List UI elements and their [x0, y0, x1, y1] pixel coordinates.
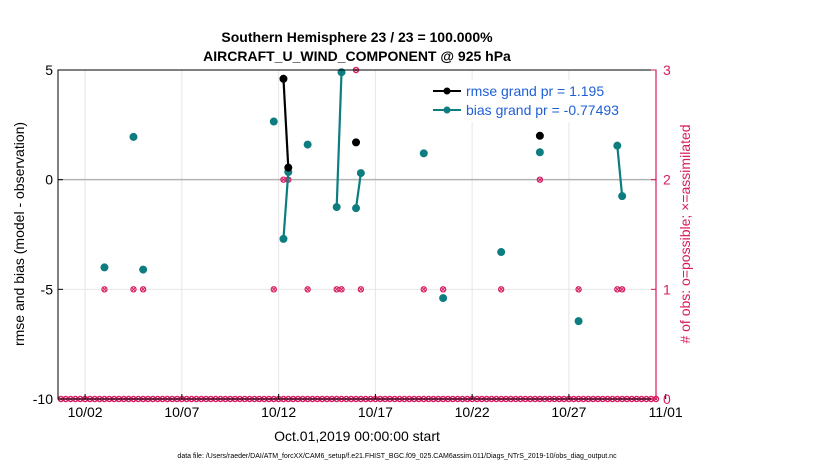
- series-marker: [284, 163, 293, 172]
- series-line: [282, 171, 290, 239]
- left-y-tick-label: 5: [45, 62, 53, 78]
- obs-marker: [439, 286, 447, 293]
- x-axis-ticks: 10/02 10/07 10/12 10/17 10/22 10/27 11/01: [68, 394, 683, 420]
- right-y-axis-label: # of obs: o=possible; ×=assimilated: [677, 124, 693, 343]
- obs-marker: [304, 286, 311, 293]
- series-marker: [618, 192, 627, 201]
- series-marker: [303, 140, 312, 149]
- obs-marker: [618, 286, 626, 293]
- legend-bias-label: bias grand pr = -0.77493: [466, 102, 619, 118]
- x-tick-label: 11/01: [649, 404, 683, 420]
- obs-marker: [536, 176, 544, 183]
- obs-marker: [420, 286, 427, 293]
- obs-marker: [338, 286, 345, 293]
- series-marker: [613, 141, 622, 150]
- series-marker: [269, 117, 278, 126]
- left-y-axis-label: rmse and bias (model - observation): [11, 122, 27, 346]
- x-tick-label: 10/27: [551, 404, 586, 420]
- left-y-tick-label: 0: [45, 172, 53, 188]
- obs-marker: [270, 286, 277, 293]
- left-y-axis-ticks: 5 0 -5 -10: [33, 62, 63, 407]
- left-y-tick-label: -5: [41, 281, 54, 297]
- obs-marker: [130, 286, 137, 293]
- x-tick-label: 10/12: [261, 404, 296, 420]
- right-y-tick-label: 0: [663, 391, 671, 407]
- left-y-tick-label: -10: [33, 391, 53, 407]
- series-line: [354, 172, 362, 209]
- series-marker: [439, 294, 448, 303]
- x-tick-label: 10/02: [68, 404, 103, 420]
- obs-marker: [101, 286, 108, 293]
- series-line: [282, 78, 290, 168]
- series-marker: [535, 148, 544, 157]
- obs-marker: [139, 286, 147, 293]
- data-series: [100, 68, 627, 326]
- right-y-tick-label: 1: [663, 281, 671, 297]
- right-y-tick-label: 3: [663, 62, 671, 78]
- series-marker: [352, 204, 361, 213]
- data-file-footer: data file: /Users/raeder/DAI/ATM_forcXX/…: [177, 453, 617, 460]
- series-line: [335, 72, 343, 208]
- series-marker: [497, 248, 506, 257]
- legend-rmse-marker: [443, 87, 451, 95]
- series-marker: [100, 263, 109, 272]
- x-tick-label: 10/22: [455, 404, 490, 420]
- legend-box: [428, 80, 650, 122]
- series-marker: [356, 169, 365, 178]
- chart-title-line2: AIRCRAFT_U_WIND_COMPONENT @ 925 hPa: [203, 48, 511, 64]
- series-line: [616, 145, 624, 197]
- series-marker: [352, 138, 361, 147]
- series-marker: [332, 203, 341, 212]
- series-marker: [535, 131, 544, 140]
- series-marker: [129, 132, 138, 141]
- x-tick-label: 10/17: [358, 404, 393, 420]
- obs-marker: [575, 286, 582, 293]
- series-marker: [139, 265, 148, 274]
- x-axis-label: Oct.01,2019 00:00:00 start: [274, 428, 440, 444]
- legend-rmse-label: rmse grand pr = 1.195: [466, 83, 604, 99]
- series-marker: [574, 317, 583, 326]
- obs-marker: [357, 286, 365, 293]
- obs-marker: [497, 286, 505, 293]
- right-y-tick-label: 2: [663, 172, 671, 188]
- x-tick-label: 10/07: [164, 404, 199, 420]
- series-marker: [419, 149, 428, 158]
- series-marker: [279, 74, 288, 83]
- right-y-axis-ticks: 3 2 1 0: [651, 62, 671, 407]
- series-marker: [279, 234, 288, 243]
- chart-title-line1: Southern Hemisphere 23 / 23 = 100.000%: [221, 29, 493, 45]
- legend: rmse grand pr = 1.195 bias grand pr = -0…: [428, 80, 650, 122]
- legend-bias-marker: [443, 106, 451, 114]
